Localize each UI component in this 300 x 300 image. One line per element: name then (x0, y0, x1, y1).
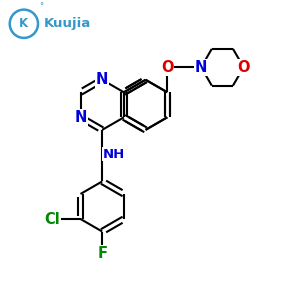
Text: N: N (74, 110, 87, 125)
Text: Kuujia: Kuujia (43, 17, 91, 30)
Text: Cl: Cl (45, 212, 60, 226)
Text: NH: NH (103, 148, 125, 161)
Text: N: N (96, 72, 108, 87)
Text: O: O (161, 60, 173, 75)
Text: °: ° (40, 2, 44, 11)
Text: F: F (97, 245, 107, 260)
Text: K: K (19, 17, 28, 30)
Text: N: N (195, 60, 207, 75)
Text: O: O (237, 60, 250, 75)
